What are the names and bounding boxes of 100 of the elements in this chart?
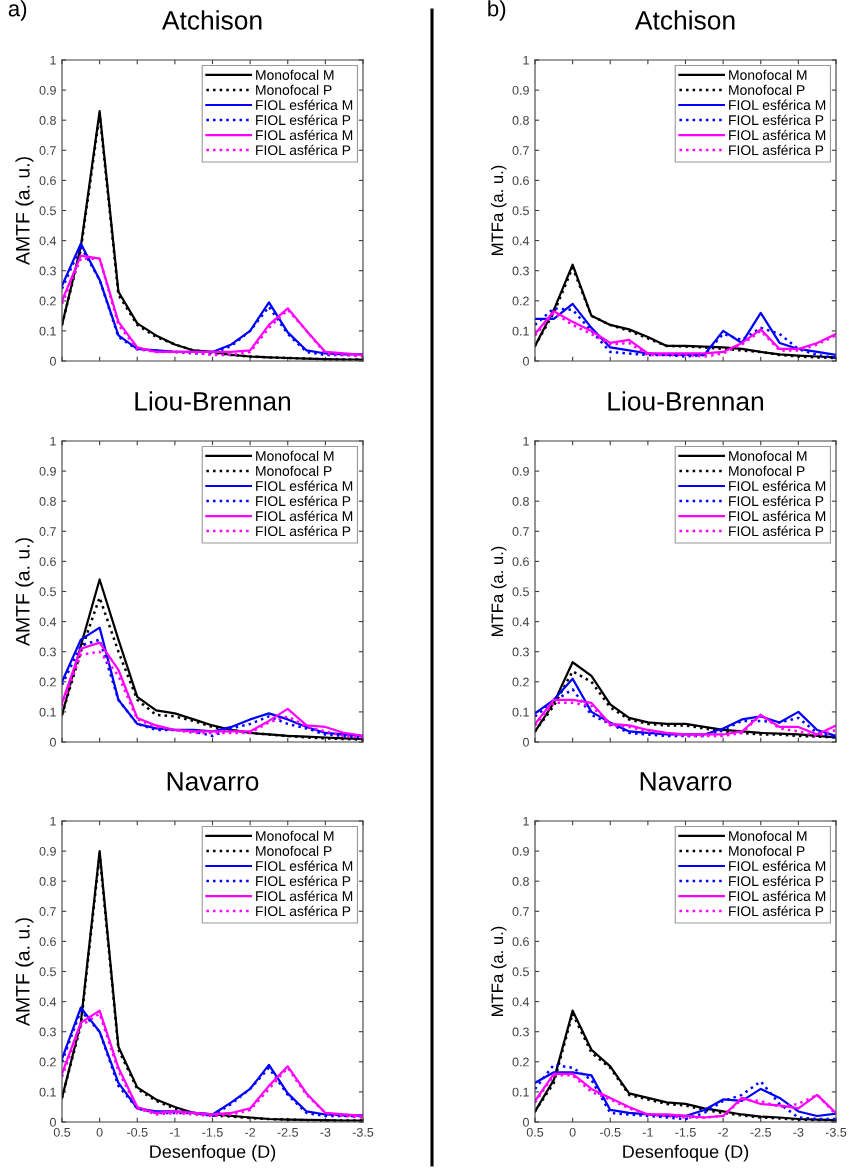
y-tick-label: 1 xyxy=(523,55,529,65)
legend-label: Monofocal M xyxy=(256,830,334,841)
legend-label: Monofocal P xyxy=(729,84,805,95)
x-axis-title: Desenfoque (D) xyxy=(150,1144,276,1162)
x-tick-label: -0.5 xyxy=(127,1127,148,1137)
y-tick-label: 0.7 xyxy=(512,907,529,916)
legend-label: FIOL esférica M xyxy=(256,99,353,110)
y-tick-label: 0.6 xyxy=(512,557,529,567)
y-tick-label: 0.5 xyxy=(512,587,529,597)
legend-label: FIOL esférica P xyxy=(729,875,824,887)
y-tick-label: 0.3 xyxy=(512,647,529,657)
y-tick-label: 0.5 xyxy=(512,206,529,216)
y-tick-label: 0.4 xyxy=(512,997,530,1007)
y-tick-label: 0.8 xyxy=(39,497,56,506)
x-tick-label: -3 xyxy=(793,1127,804,1137)
y-tick-label: 0.5 xyxy=(39,967,56,977)
legend-label: Monofocal M xyxy=(256,69,334,80)
legend-label: FIOL esférica P xyxy=(256,875,351,887)
y-tick-label: 0.8 xyxy=(39,116,56,125)
legend-label: FIOL esférica P xyxy=(256,495,351,507)
y-tick-label: 0.4 xyxy=(512,236,530,246)
legend-label: FIOL esférica P xyxy=(256,114,351,126)
y-tick-label: 0 xyxy=(522,356,529,366)
legend-label: FIOL asférica M xyxy=(256,129,353,141)
x-tick-label: -2.5 xyxy=(277,1127,298,1137)
x-tick-label: 0 xyxy=(96,1127,103,1137)
legend-label: Monofocal P xyxy=(729,465,805,476)
y-tick-label: 0.1 xyxy=(512,326,529,336)
y-tick-label: 0.1 xyxy=(39,326,56,336)
legend-label: Monofocal M xyxy=(256,450,334,461)
y-axis-title: MTFa (a. u.) xyxy=(490,546,507,636)
y-tick-label: 0.9 xyxy=(512,466,529,476)
y-tick-label: 0.8 xyxy=(512,877,529,886)
y-tick-label: 0.9 xyxy=(39,466,56,476)
y-tick-label: 1 xyxy=(50,55,56,65)
x-tick-label: -0.5 xyxy=(600,1127,621,1137)
legend-label: Monofocal M xyxy=(729,450,807,461)
legend-label: Monofocal M xyxy=(729,69,807,80)
legend-label: FIOL esférica P xyxy=(729,114,824,126)
y-tick-label: 0.5 xyxy=(39,587,56,597)
y-tick-label: 0.9 xyxy=(39,846,56,856)
y-tick-label: 0.3 xyxy=(39,647,56,657)
chart-title: Atchison xyxy=(161,10,262,30)
x-tick-label: -2 xyxy=(718,1127,729,1137)
y-axis-title: MTFa (a. u.) xyxy=(490,165,507,255)
y-tick-label: 0.1 xyxy=(512,707,529,717)
legend-label: Monofocal P xyxy=(729,845,805,856)
y-tick-label: 0.1 xyxy=(512,1087,529,1097)
y-tick-label: 0 xyxy=(49,1117,56,1127)
legend-label: FIOL esférica M xyxy=(729,480,826,491)
legend-label: FIOL esférica M xyxy=(729,99,826,110)
y-tick-label: 0.6 xyxy=(39,937,56,947)
y-tick-label: 0.1 xyxy=(39,1087,56,1097)
legend-label: FIOL asférica M xyxy=(729,129,826,141)
x-tick-label: -1 xyxy=(169,1128,180,1137)
y-tick-label: 0.1 xyxy=(39,707,56,717)
y-tick-label: 0.5 xyxy=(39,206,56,216)
y-tick-label: 0.9 xyxy=(39,85,56,95)
y-tick-label: 0.4 xyxy=(39,617,57,627)
text: b) xyxy=(488,0,506,21)
y-tick-label: 0.4 xyxy=(512,617,530,627)
legend-label: FIOL asférica P xyxy=(729,144,824,156)
y-tick-label: 0.7 xyxy=(512,527,529,536)
chart-title: Atchison xyxy=(634,10,735,30)
y-tick-label: 1 xyxy=(523,816,529,826)
x-tick-label: -3 xyxy=(320,1127,331,1137)
y-axis-title: AMTF (a. u.) xyxy=(15,918,34,1027)
y-tick-label: 0 xyxy=(49,356,56,366)
legend-label: FIOL asférica P xyxy=(256,525,351,537)
x-tick-label: 0 xyxy=(569,1127,576,1137)
chart-title: Navarro xyxy=(167,772,259,791)
legend-label: Monofocal P xyxy=(256,845,332,856)
y-tick-label: 0.4 xyxy=(39,236,57,246)
legend-label: FIOL asférica P xyxy=(256,144,351,156)
legend-label: FIOL asférica P xyxy=(729,905,824,917)
y-tick-label: 0.8 xyxy=(512,116,529,125)
y-tick-label: 0.7 xyxy=(39,907,56,916)
y-axis-title: AMTF (a. u.) xyxy=(15,157,34,266)
chart-title: Liou-Brennan xyxy=(608,391,764,411)
y-tick-label: 0.2 xyxy=(39,296,56,306)
y-tick-label: 0.6 xyxy=(512,937,529,947)
y-tick-label: 0.3 xyxy=(512,266,529,276)
legend-label: FIOL asférica P xyxy=(729,525,824,537)
chart-title: Liou-Brennan xyxy=(135,391,291,411)
y-tick-label: 0.6 xyxy=(512,176,529,186)
y-tick-label: 0.5 xyxy=(512,967,529,977)
y-tick-label: 0.4 xyxy=(39,997,57,1007)
y-tick-label: 0.8 xyxy=(39,877,56,886)
y-tick-label: 1 xyxy=(50,436,56,446)
y-axis-title: MTFa (a. u.) xyxy=(490,926,507,1016)
legend-label: FIOL esférica M xyxy=(729,860,826,871)
y-tick-label: 0.9 xyxy=(512,846,529,856)
legend-label: FIOL esférica M xyxy=(256,860,353,871)
y-tick-label: 0.3 xyxy=(39,1027,56,1037)
y-tick-label: 0.9 xyxy=(512,85,529,95)
y-tick-label: 0.7 xyxy=(39,527,56,536)
y-tick-label: 0.2 xyxy=(512,296,529,306)
y-tick-label: 1 xyxy=(523,436,529,446)
legend-label: FIOL esférica P xyxy=(729,495,824,507)
x-tick-label: -2.5 xyxy=(750,1127,771,1137)
